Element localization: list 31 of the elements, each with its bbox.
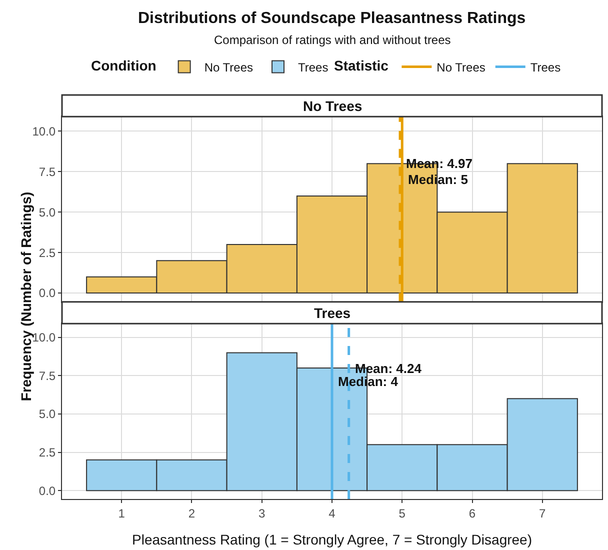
chart-title: No Trees	[303, 98, 362, 114]
x-tick-label: 7	[539, 506, 546, 520]
y-tick-label: 7.5	[38, 368, 56, 383]
legend-label: No Trees	[204, 60, 253, 74]
y-axis-title: Frequency (Number of Ratings)	[18, 192, 34, 402]
chart-title: Trees	[314, 305, 351, 321]
legend-title: Condition	[91, 57, 156, 74]
legend-label: No Trees	[436, 60, 486, 74]
y-tick-label: 0.0	[38, 286, 56, 300]
y-tick-label: 2.5	[38, 246, 56, 260]
x-tick-label: 4	[328, 506, 336, 520]
annotation: Mean: 4.24	[355, 361, 422, 376]
y-tick-label: 0.0	[38, 484, 56, 498]
x-axis-title: Pleasantness Rating (1 = Strongly Agree, 7 = Strongly Disagree)	[132, 532, 532, 548]
x-tick-label: 3	[258, 506, 266, 520]
legend-title: Statistic	[334, 57, 389, 74]
y-tick-label: 2.5	[38, 445, 56, 460]
text: Distributions of Soundscape Pleasantness Ratings	[138, 10, 526, 27]
y-tick-label: 10.0	[32, 124, 56, 138]
x-tick-label: 6	[468, 506, 476, 520]
y-tick-label: 5.0	[38, 205, 56, 220]
legend-label: Trees	[298, 60, 328, 74]
x-tick-label: 5	[398, 506, 406, 520]
y-tick-label: 10.0	[32, 330, 56, 345]
y-tick-label: 5.0	[38, 407, 56, 422]
x-tick-label: 2	[188, 506, 196, 520]
legend-label: Trees	[530, 60, 561, 74]
x-tick-label: 1	[118, 506, 126, 520]
annotation: Mean: 4.97	[406, 156, 472, 171]
text: Comparison of ratings with and without trees	[214, 33, 451, 47]
y-tick-label: 7.5	[38, 164, 56, 179]
